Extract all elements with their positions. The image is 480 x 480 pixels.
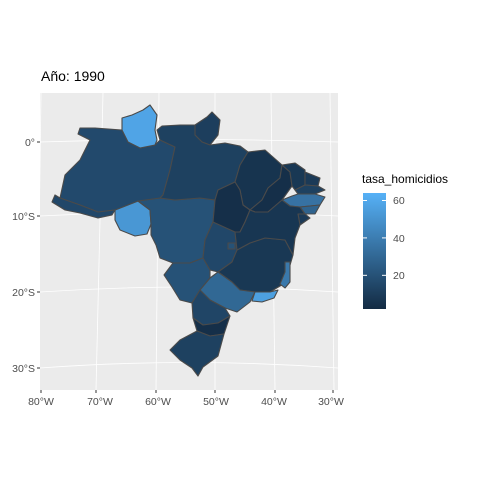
- legend-tick-label-60: 60: [393, 195, 405, 207]
- state-rr: [121, 104, 158, 149]
- gridline-lon-80w: [40, 93, 42, 197]
- state-rj: [251, 289, 279, 303]
- axis-ticks-y: [37, 141, 40, 369]
- x-tick-label-60w: 60°W: [145, 396, 171, 408]
- legend-tick-marks: [363, 199, 386, 276]
- legend-tick-label-20: 20: [393, 270, 405, 282]
- states-layer: [51, 104, 326, 377]
- y-tick-label-20s: 20°S: [12, 287, 35, 299]
- legend-colorbar: [363, 193, 386, 309]
- map-title: Año: 1990: [41, 68, 105, 84]
- state-ac: [51, 194, 116, 219]
- legend-tick-labels: 60 40 20: [393, 195, 405, 282]
- y-axis-labels: 0° 10°S 20°S 30°S: [12, 137, 35, 375]
- axis-ticks-x: [40, 390, 334, 393]
- state-df: [227, 242, 236, 250]
- x-tick-label-40w: 40°W: [261, 396, 287, 408]
- x-tick-label-80w: 80°W: [28, 396, 54, 408]
- state-es: [279, 261, 291, 289]
- x-axis-labels: 80°W 70°W 60°W 50°W 40°W 30°W: [28, 396, 344, 408]
- gridline-lon-30w: [329, 93, 335, 390]
- y-tick-label-30s: 30°S: [12, 363, 35, 375]
- x-tick-label-70w: 70°W: [87, 396, 113, 408]
- legend: tasa_homicidios 60 40 20: [362, 172, 448, 309]
- legend-title: tasa_homicidios: [362, 172, 448, 186]
- y-tick-label-10s: 10°S: [12, 211, 35, 223]
- state-rs: [169, 330, 225, 377]
- x-tick-label-50w: 50°W: [203, 396, 229, 408]
- legend-tick-label-40: 40: [393, 233, 405, 245]
- y-tick-label-0: 0°: [25, 137, 35, 149]
- x-tick-label-30w: 30°W: [318, 396, 344, 408]
- state-ba: [234, 199, 306, 256]
